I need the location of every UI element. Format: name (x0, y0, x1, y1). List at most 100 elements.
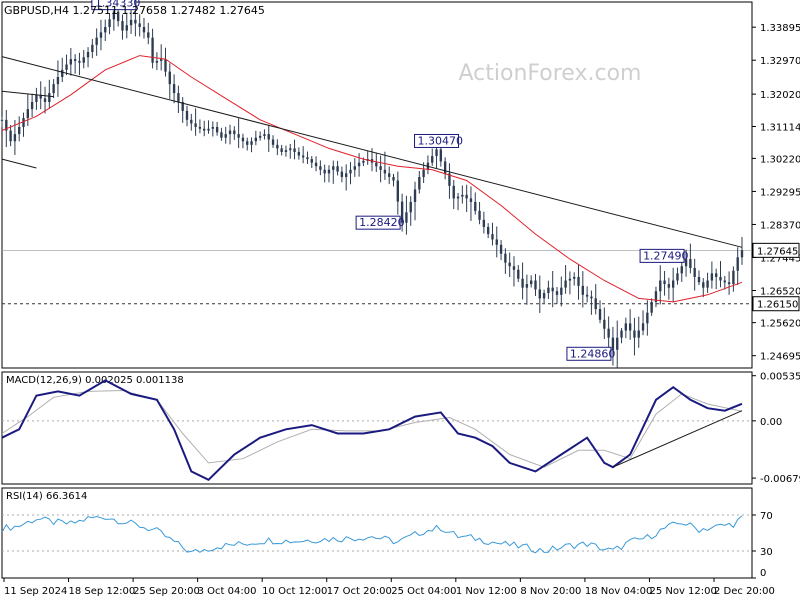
price-ytick-label: 1.25620 (760, 319, 800, 330)
price-candle-body (684, 259, 688, 267)
price-candle-body (297, 151, 301, 156)
price-candle-body (577, 276, 580, 286)
macd-title: MACD(12,26,9) 0.002025 0.001138 (6, 375, 184, 386)
price-ytick-label: 1.33895 (760, 23, 800, 34)
panel-frame-rsi (1, 487, 753, 579)
rsi-panel: RSI(14) 66.3614 70 30 0 (1, 491, 773, 579)
price-level-label: 1.26150 (757, 300, 798, 311)
price-candle-body (585, 294, 589, 297)
price-ytick-label: 1.30220 (760, 154, 800, 165)
price-candle-body (504, 253, 507, 263)
price-candle-body (396, 180, 399, 202)
price-candle-body (534, 280, 537, 290)
price-candle-body (392, 176, 395, 181)
price-candle-body (521, 278, 524, 288)
price-candle-body (590, 296, 593, 299)
price-candle-body (99, 32, 103, 38)
price-candle-body (349, 169, 352, 174)
price-candle-body (18, 126, 21, 135)
price-candle-body (164, 59, 167, 72)
price-candle-body (332, 166, 335, 170)
price-candle-body (448, 173, 451, 186)
price-candle-body (723, 280, 726, 283)
price-candle-body (439, 149, 443, 162)
price-candle-body (78, 60, 81, 63)
x-tick-label: 18 Sep 12:00 (69, 586, 136, 597)
price-candle-body (289, 148, 292, 151)
price-candle-body (486, 226, 490, 235)
price-channel-line (1, 90, 54, 98)
price-candle-body (13, 134, 17, 142)
price-candle-body (228, 130, 232, 135)
price-candle-body (667, 284, 671, 288)
price-candle-body (284, 150, 288, 152)
price-candle-body (319, 166, 322, 170)
price-candle-body (413, 189, 417, 202)
price-candle-body (375, 162, 378, 167)
price-candle-body (203, 128, 206, 131)
price-candle-body (306, 157, 309, 160)
x-tick-label: 2 Dec 20:00 (714, 586, 775, 597)
price-candle-body (280, 148, 283, 152)
price-candle-body (22, 118, 25, 127)
price-candle-body (499, 244, 503, 254)
price-candle-body (48, 93, 51, 102)
price-candle-body (551, 287, 554, 292)
price-candle-body (250, 141, 253, 145)
price-candle-body (732, 270, 735, 285)
price-level-tag (752, 296, 800, 312)
price-candle-body (409, 201, 412, 213)
price-candle-body (680, 266, 683, 274)
price-candle-body (271, 139, 275, 145)
price-candle-body (327, 169, 331, 174)
price-candle-body (706, 280, 709, 288)
price-candle-body (52, 84, 55, 94)
price-candle-body (461, 194, 464, 197)
price-candle-body (0, 119, 4, 121)
rsi-ytick-label: 0 (760, 568, 766, 579)
price-candle-body (254, 137, 258, 142)
price-candle-body (5, 119, 8, 131)
price-candle-body (35, 94, 38, 102)
price-candle-body (422, 169, 425, 177)
price-candle-body (129, 19, 133, 26)
price-moving-average (1, 55, 743, 303)
price-candle-body (671, 280, 675, 288)
price-candle-body (736, 257, 739, 271)
price-candle-body (465, 194, 468, 199)
price-candle-body (628, 323, 632, 331)
price-candle-body (697, 276, 701, 283)
price-candle-body (220, 132, 223, 138)
price-panel: 1.33895 1.32970 1.32020 1.31114 1.30220 1.292… (0, 0, 800, 368)
x-tick-label: 25 Oct 04:00 (391, 586, 456, 597)
price-candle-body (715, 273, 718, 277)
price-candle-body (491, 234, 494, 240)
macd-panel: MACD(12,26,9) 0.002025 0.001138 0.005359 0… (1, 372, 800, 485)
price-candle-body (108, 19, 111, 27)
price-candle-body (693, 268, 696, 277)
price-candle-body (345, 173, 348, 177)
x-tick-label: 25 Nov 12:00 (649, 586, 716, 597)
price-candle-body (650, 301, 653, 313)
x-tick-label: 8 Nov 20:00 (520, 586, 581, 597)
price-candle-body (400, 201, 404, 223)
macd-line (1, 379, 743, 482)
panel-frames (1, 1, 753, 579)
price-annotation-box (566, 346, 612, 361)
price-ytick-label: 1.24695 (760, 352, 800, 363)
price-candle-body (86, 51, 90, 58)
price-candle-body (702, 282, 705, 288)
price-candle-body (91, 44, 94, 52)
price-candle-body (138, 23, 141, 27)
price-candle-body (659, 280, 662, 292)
price-candle-body (456, 196, 460, 199)
price-candle-body (573, 276, 576, 279)
price-candle-body (646, 312, 649, 324)
price-annotation-label: 1.30470 (418, 134, 464, 147)
macd-support-trendline (612, 410, 743, 468)
price-ytick-label: 1.32970 (760, 56, 800, 67)
price-candle-body (560, 287, 563, 295)
